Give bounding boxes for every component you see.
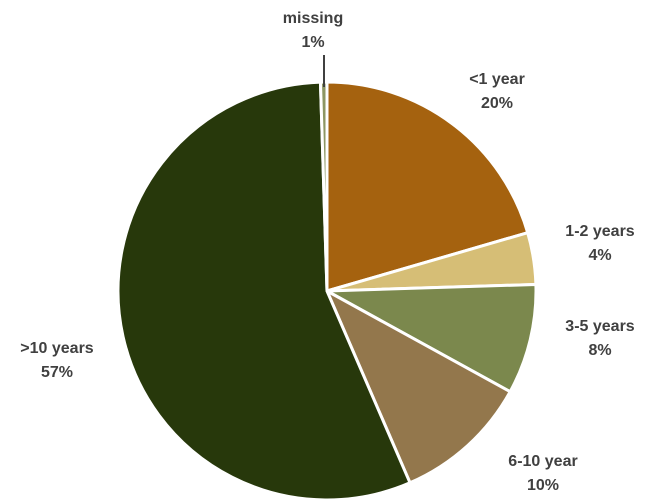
label-gt10-percent: 57% [41,364,73,381]
label-3to5-category: 3-5 years [565,318,634,335]
pie-slice-10-years [116,80,412,501]
label-1to2-percent: 4% [588,247,611,264]
pie-slice-3-5-years [321,282,538,394]
pie-slices [116,80,538,501]
label-missing-percent: 1% [301,34,324,51]
label-lt1-percent: 20% [481,95,513,112]
pie-slice-1-year [325,80,530,293]
label-1to2-category: 1-2 years [565,223,634,240]
pie-slice-6-10-year [323,287,513,485]
label-missing-category: missing [283,10,343,27]
label-6to10-percent: 10% [527,477,559,494]
label-lt1-category: <1 year [469,71,525,88]
label-3to5-percent: 8% [588,342,611,359]
label-6to10-category: 6-10 year [508,453,577,470]
label-gt10-category: >10 years [20,340,94,357]
